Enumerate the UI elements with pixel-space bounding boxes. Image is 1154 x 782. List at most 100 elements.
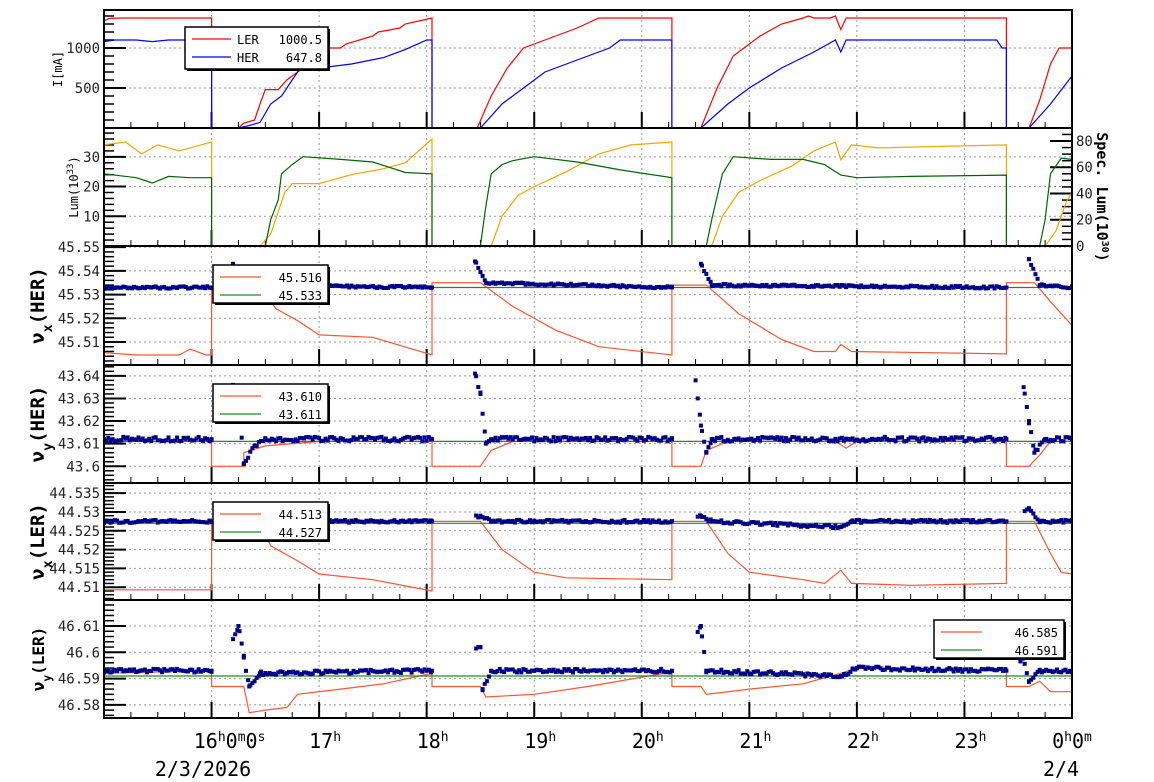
tune-data-point bbox=[633, 284, 638, 289]
tune-data-point bbox=[476, 385, 481, 390]
tune-data-point bbox=[887, 438, 892, 443]
tune-data-point bbox=[889, 520, 894, 525]
tune-data-point bbox=[667, 437, 672, 442]
tune-data-point bbox=[188, 286, 193, 291]
tune-data-point bbox=[880, 284, 885, 289]
tune-data-point bbox=[977, 438, 982, 443]
tune-data-point bbox=[179, 519, 184, 524]
tune-data-point bbox=[517, 437, 522, 442]
tune-data-point bbox=[403, 435, 408, 440]
y-axis-label-part: ν bbox=[29, 682, 48, 692]
y-tick-label: 45.54 bbox=[58, 264, 100, 280]
tune-data-point bbox=[157, 438, 162, 443]
tune-data-point bbox=[401, 667, 406, 672]
tune-data-point bbox=[835, 439, 840, 444]
tune-data-point bbox=[388, 519, 393, 524]
tune-data-point bbox=[1035, 276, 1040, 281]
tune-data-point bbox=[198, 437, 203, 442]
tune-data-point bbox=[104, 668, 109, 673]
tune-data-point bbox=[299, 436, 304, 441]
tune-data-point bbox=[794, 437, 799, 442]
tune-data-point bbox=[166, 668, 171, 673]
y-axis-label-part: (LER) bbox=[29, 627, 48, 675]
series-group bbox=[104, 371, 1072, 467]
tune-data-point bbox=[878, 437, 883, 442]
tune-data-point bbox=[592, 668, 597, 673]
x-tick-label-part: h bbox=[871, 730, 879, 745]
tune-data-point bbox=[257, 671, 262, 676]
tune-data-point bbox=[938, 517, 943, 522]
tune-data-point bbox=[740, 437, 745, 442]
tune-data-point bbox=[837, 284, 842, 289]
tune-data-point bbox=[104, 285, 109, 290]
tune-data-point bbox=[1029, 262, 1034, 267]
tune-data-point bbox=[661, 285, 666, 290]
tune-data-point bbox=[709, 437, 714, 442]
tune-data-point bbox=[493, 281, 498, 286]
tune-data-point bbox=[482, 429, 487, 434]
tune-data-point bbox=[418, 668, 423, 673]
legend-value: 46.591 bbox=[1015, 644, 1058, 658]
tune-data-point bbox=[783, 521, 788, 526]
tune-data-point bbox=[145, 518, 150, 523]
tune-data-point bbox=[838, 525, 843, 530]
tune-data-point bbox=[413, 667, 418, 672]
tune-data-point bbox=[510, 282, 515, 287]
tune-data-point bbox=[368, 667, 373, 672]
tune-data-point bbox=[893, 667, 898, 672]
tune-data-point bbox=[704, 450, 709, 455]
tune-data-point bbox=[177, 284, 182, 289]
tune-data-point bbox=[192, 284, 197, 289]
tune-data-point bbox=[803, 523, 808, 528]
tune-data-point bbox=[734, 437, 739, 442]
tune-data-point bbox=[760, 671, 765, 676]
y-axis-label-part: y bbox=[41, 443, 56, 451]
tune-data-point bbox=[142, 667, 147, 672]
tune-data-point bbox=[876, 664, 881, 669]
tune-data-point bbox=[304, 435, 309, 440]
tune-data-point bbox=[1043, 437, 1048, 442]
tune-data-point bbox=[162, 667, 167, 672]
tune-data-point bbox=[908, 283, 913, 288]
tune-data-point bbox=[762, 284, 767, 289]
tune-data-point bbox=[667, 285, 672, 290]
tune-data-point bbox=[104, 439, 109, 444]
tune-data-point bbox=[1026, 257, 1031, 262]
tune-data-point bbox=[568, 281, 573, 286]
tune-data-point bbox=[540, 520, 545, 525]
tune-data-point bbox=[1050, 518, 1055, 523]
tune-data-point bbox=[794, 522, 799, 527]
tune-data-point bbox=[822, 672, 827, 677]
tune-data-point bbox=[430, 668, 435, 673]
y-axis-label-part: ν bbox=[27, 451, 49, 462]
tune-data-point bbox=[280, 669, 285, 674]
tune-data-point bbox=[377, 669, 382, 674]
tune-data-point bbox=[861, 518, 866, 523]
tune-data-point bbox=[254, 443, 259, 448]
tune-data-point bbox=[712, 670, 717, 675]
tune-data-point bbox=[717, 519, 722, 524]
tune-data-point bbox=[848, 437, 853, 442]
tune-data-point bbox=[132, 284, 137, 289]
tune-data-point bbox=[940, 286, 945, 291]
tune-data-point bbox=[977, 669, 982, 674]
tune-data-point bbox=[631, 520, 636, 525]
tune-data-point bbox=[413, 435, 418, 440]
tune-data-point bbox=[183, 669, 188, 674]
tune-data-point bbox=[179, 284, 184, 289]
tune-data-point bbox=[637, 284, 642, 289]
tune-data-point bbox=[1031, 266, 1036, 271]
tune-data-point bbox=[302, 670, 307, 675]
tune-data-point bbox=[553, 669, 558, 674]
tune-data-point bbox=[848, 669, 853, 674]
tune-data-point bbox=[826, 438, 831, 443]
tune-data-point bbox=[149, 518, 154, 523]
tune-data-point bbox=[727, 671, 732, 676]
tune-data-point bbox=[846, 437, 851, 442]
tune-data-point bbox=[895, 667, 900, 672]
tune-data-point bbox=[364, 518, 369, 523]
tune-data-point bbox=[1046, 284, 1051, 289]
y-axis-label: Lum(1033) bbox=[66, 156, 81, 217]
tune-data-point bbox=[530, 435, 535, 440]
tune-data-point bbox=[418, 284, 423, 289]
